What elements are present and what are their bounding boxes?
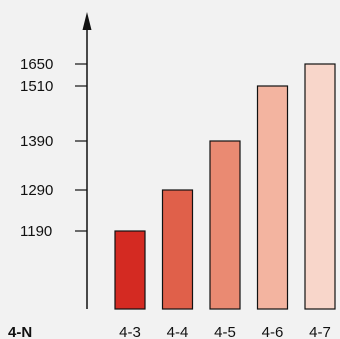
y-tick-label: 1190: [20, 223, 52, 240]
y-ticks: 1190 1290 1390 1510 1650: [20, 56, 87, 240]
bar-4-6: [256, 85, 289, 310]
x-tick-label: 4-3: [119, 324, 141, 339]
chart-axes: [82, 12, 92, 309]
bar-4-4: [161, 189, 194, 310]
y-tick-label: 1290: [20, 182, 53, 199]
bar-4-5: [209, 140, 241, 310]
y-axis-arrow: [82, 12, 92, 30]
x-tick-label: 4-7: [309, 324, 331, 339]
bar-4-7: [304, 63, 336, 310]
x-tick-label: 4-5: [214, 324, 236, 339]
x-tick-labels: 4-3 4-4 4-5 4-6 4-7: [119, 324, 331, 339]
bar-4-3: [114, 230, 146, 310]
x-tick-label: 4-6: [262, 324, 284, 339]
bar-series: [114, 63, 336, 310]
x-tick-label: 4-4: [167, 324, 189, 339]
x-axis-label: 4-N: [8, 324, 32, 339]
y-tick-label: 1650: [20, 56, 53, 73]
y-tick-label: 1390: [20, 133, 53, 150]
y-tick-label: 1510: [20, 78, 53, 95]
